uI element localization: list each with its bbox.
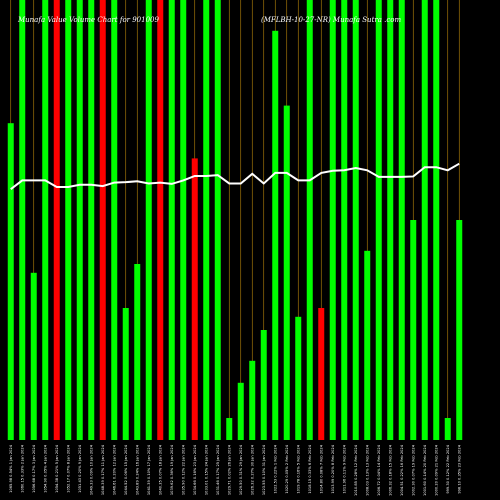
x-tick-label: 1051.43 0.20% 9 Jan 2024 [78,444,82,493]
volume-bar [421,0,428,440]
x-tick-label: 1002.30 0.07% 19 Feb 2024 [412,444,416,496]
x-tick-label: 1048.39 0.17% 11 Jan 2024 [101,444,105,495]
x-tick-label: 1006.32 0.18% 15 Feb 2024 [389,444,393,496]
x-tick-label: 1020.29 0.05% 2 Feb 2024 [285,444,289,493]
x-tick-label: 1044.52 0.06% 15 Jan 2024 [124,444,128,495]
volume-bar [214,0,221,440]
x-tick-label: 1034.66 0.16% 23 Jan 2024 [193,444,197,495]
x-tick-label: 1043.89 0.24% 16 Jan 2024 [136,444,140,495]
volume-bar [30,272,37,440]
x-tick-label: 1013.99 0.20% 8 Feb 2024 [331,444,335,493]
x-tick-label: 1033.01 0.15% 24 Jan 2024 [205,444,209,495]
volume-bar [433,0,440,440]
volume-bar [42,0,49,440]
volume-bar [272,30,279,441]
x-tick-label: 1029.50 0.31% 29 Jan 2024 [239,444,243,495]
volume-bar [99,0,106,440]
x-tick-label: 999.30 0.12% 22 Feb 2024 [446,444,450,493]
x-tick-label: 1065.98 0.54% 1 Jan 2024 [9,444,13,493]
x-tick-label: 1018.15 0.33% 6 Feb 2024 [308,444,312,493]
x-tick-label: 998.10 0.35% 23 Feb 2024 [458,444,462,493]
volume-bar [157,0,164,440]
volume-bar [168,0,175,440]
volume-bar [53,0,60,440]
x-tick-label: 1031.46 0.17% 25 Jan 2024 [216,444,220,495]
volume-bar [341,0,348,440]
x-tick-label: 1041.39 0.10% 17 Jan 2024 [147,444,151,495]
x-tick-label: 1011.96 0.11% 9 Feb 2024 [343,444,347,493]
chart-title-right: (MFLBH-10-27-NR) Munafa Sutra .com [261,16,401,24]
volume-bar [145,0,152,440]
volume-bar [122,308,129,440]
volume-bar [180,0,187,440]
volume-bar [318,308,325,440]
x-tick-label: 1023.55 0.10% 31 Jan 2024 [262,444,266,495]
volume-bar [88,0,95,440]
volume-bar [306,0,313,440]
x-tick-label: 1039.62 0.36% 19 Jan 2024 [170,444,174,495]
volume-bar [65,0,72,440]
volume-bar [398,0,405,440]
volume-bar [410,220,417,440]
volume-bar [226,418,233,440]
volume-bars [7,0,463,441]
volume-bar [295,316,302,440]
x-tick-label: 1056.68 0.17% 3 Jan 2024 [32,444,36,493]
x-tick-label: 1052.17 0.07% 8 Jan 2024 [67,444,71,493]
x-tick-label: 1010.85 0.28% 12 Feb 2024 [354,444,358,496]
x-tick-label: 1054.38 0.21% 5 Jan 2024 [55,444,59,493]
x-tick-label: 1029.71 0.02% 26 Jan 2024 [228,444,232,495]
x-tick-label: 1060.15 0.33% 2 Jan 2024 [21,444,25,493]
volume-bar [191,158,198,440]
volume-bar [456,220,463,440]
volume-bar [203,0,210,440]
x-tick-label: 1046.61 0.20% 12 Jan 2024 [113,444,117,495]
volume-bar [76,0,83,440]
x-tick-label: 1022.53 0.22% 1 Feb 2024 [274,444,278,493]
x-tick-labels: 1065.98 0.54% 1 Jan 2024 1060.15 0.33% 2 … [9,444,462,496]
x-tick-label: 1006.72 0.04% 14 Feb 2024 [377,444,381,496]
x-tick-label: 1049.33 0.09% 10 Jan 2024 [90,444,94,495]
x-tick-label: 1040.35 0.07% 18 Jan 2024 [159,444,163,495]
volume-bar [329,0,336,440]
average-line [10,162,460,190]
x-tick-label: 1001.60 0.14% 20 Feb 2024 [423,444,427,496]
x-tick-label: 1026.32 0.27% 30 Jan 2024 [251,444,255,495]
volume-bar [260,330,267,440]
volume-bar [7,123,14,440]
volume-bar [352,0,359,440]
volume-bar [283,105,290,440]
volume-bar [19,0,26,440]
volume-bar [364,250,371,440]
x-tick-label: 1014.80 0.08% 7 Feb 2024 [320,444,324,493]
x-tick-label: 1000.20 0.09% 21 Feb 2024 [435,444,439,496]
volume-bar [444,418,451,440]
volume-bar [111,0,118,440]
x-tick-label: 1035.90 0.12% 22 Jan 2024 [182,444,186,495]
volume-bar [387,0,394,440]
chart-title-left: Munafa Value Volume Chart for 901009 [17,16,159,24]
volume-bar [375,0,382,440]
x-tick-label: 1008.03 0.13% 13 Feb 2024 [366,444,370,496]
x-tick-label: 1004.51 0.22% 16 Feb 2024 [400,444,404,496]
x-tick-label: 1019.78 0.16% 5 Feb 2024 [297,444,301,493]
volume-bar [134,264,141,440]
volume-bar [237,382,244,440]
x-tick-label: 1054.90 0.05% 4 Jan 2024 [44,444,48,493]
volume-bar [249,360,256,440]
